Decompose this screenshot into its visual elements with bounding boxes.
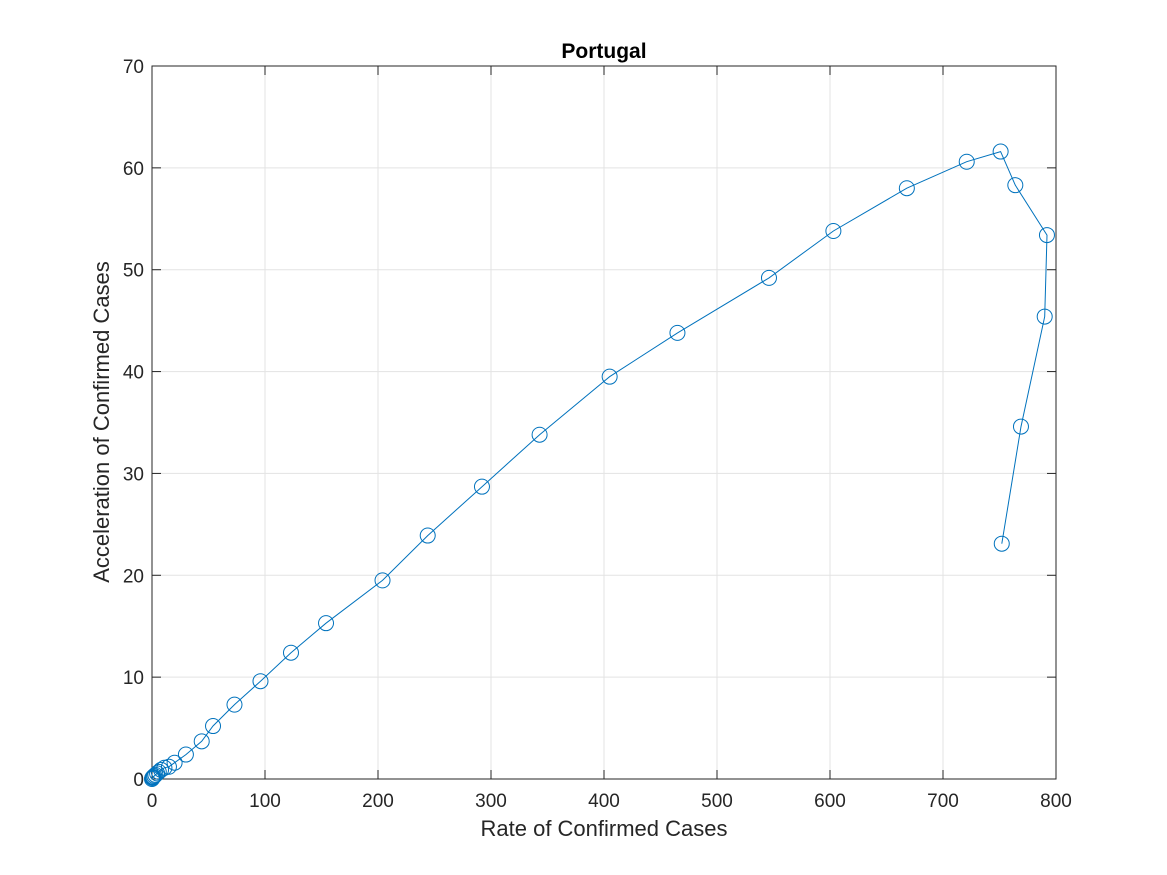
data-point (1007, 177, 1024, 194)
data-point (177, 746, 194, 763)
x-tick-label: 800 (1040, 791, 1072, 812)
data-point (150, 763, 167, 780)
y-tick-label: 50 (123, 261, 144, 282)
data-point (669, 324, 686, 341)
x-tick-label: 600 (814, 791, 846, 812)
y-tick-label: 30 (123, 464, 144, 485)
x-tick-label: 400 (588, 791, 620, 812)
data-point (958, 153, 975, 170)
axis-ticks: 0 100 200 300 400 500 600 700 800 0 10 20 30 40 50 60 70 (123, 57, 1072, 812)
x-tick-label: 300 (475, 791, 507, 812)
data-point (473, 478, 490, 495)
data-point (193, 733, 210, 750)
data-point (419, 527, 436, 544)
data-point (153, 761, 170, 778)
data-point (1038, 227, 1055, 244)
data-point (1012, 418, 1029, 435)
data-point (992, 143, 1009, 160)
data-point (993, 535, 1010, 552)
data-point (166, 754, 183, 771)
y-tick-label: 10 (123, 668, 144, 689)
series (144, 143, 1055, 787)
x-tick-label: 500 (701, 791, 733, 812)
y-tick-label: 40 (123, 363, 144, 384)
x-tick-label: 100 (249, 791, 281, 812)
y-axis-label: Acceleration of Confirmed Cases (89, 261, 114, 583)
grid (152, 66, 1056, 779)
y-tick-label: 70 (123, 57, 144, 78)
data-point (146, 767, 163, 784)
data-point (282, 644, 299, 661)
x-tick-label: 0 (147, 791, 158, 812)
data-point (252, 673, 269, 690)
x-tick-label: 700 (927, 791, 959, 812)
data-point (318, 615, 335, 632)
y-tick-label: 20 (123, 566, 144, 587)
chart-title: Portugal (561, 40, 646, 63)
data-point (760, 269, 777, 286)
data-point (825, 223, 842, 240)
x-tick-label: 200 (362, 791, 394, 812)
data-point (531, 426, 548, 443)
y-tick-label: 60 (123, 159, 144, 180)
data-point (160, 758, 177, 775)
data-point (205, 718, 222, 735)
data-point (374, 572, 391, 589)
y-tick-label: 0 (133, 770, 144, 791)
data-point (1036, 308, 1053, 325)
data-point (601, 368, 618, 385)
series-line (151, 150, 1048, 780)
x-axis-label: Rate of Confirmed Cases (481, 816, 728, 841)
data-point (226, 696, 243, 713)
data-point (898, 180, 915, 197)
